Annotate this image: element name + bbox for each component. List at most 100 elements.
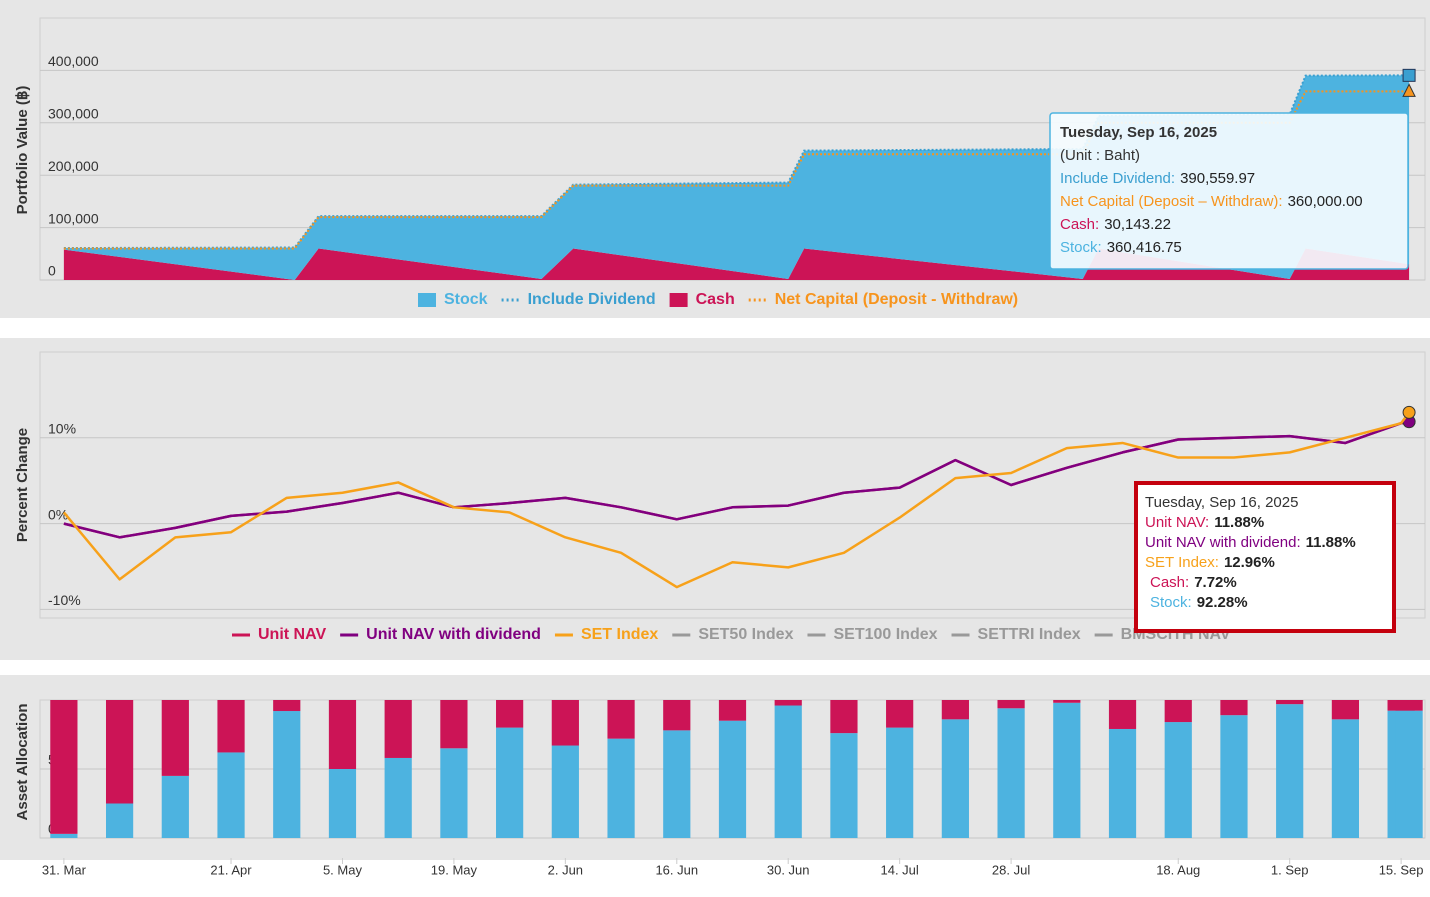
tooltip-label: Include Dividend:: [1060, 170, 1175, 187]
bar-segment: [718, 700, 747, 721]
bar-segment: [607, 738, 635, 838]
tooltip-label: Cash:: [1060, 216, 1099, 233]
legend-symbol: [418, 293, 436, 307]
legend-label: Cash: [696, 291, 735, 308]
legend-label: Unit NAV with dividend: [366, 626, 541, 643]
bar-segment: [1053, 700, 1081, 703]
y-tick-label: 300,000: [48, 106, 99, 122]
y-tick-label: 10%: [48, 421, 76, 437]
bar-segment: [1276, 700, 1304, 705]
tooltip-value: 7.72%: [1194, 574, 1237, 591]
bar-segment: [1276, 704, 1304, 838]
y-tick-label: -10%: [48, 592, 81, 608]
tooltip-value: 92.28%: [1197, 594, 1248, 611]
bar-segment: [328, 700, 357, 769]
y-axis-label: Percent Change: [14, 428, 31, 542]
x-tick-label: 19. May: [431, 862, 478, 877]
bar-segment: [384, 700, 412, 758]
plot-area: [39, 351, 1426, 619]
bar-segment: [496, 700, 524, 728]
bar-segment: [105, 700, 134, 804]
tooltip-label: Net Capital (Deposit – Withdraw):: [1060, 193, 1283, 210]
tooltip-label: Stock:: [1150, 594, 1192, 611]
tooltip-label: Cash:: [1150, 574, 1189, 591]
bar-segment: [273, 711, 301, 838]
x-tick-label: 5. May: [323, 862, 363, 877]
bar-segment: [273, 700, 301, 712]
bar-segment: [997, 700, 1025, 709]
bar-segment: [551, 745, 579, 838]
panel-background: [0, 675, 1430, 860]
legend-label: SET100 Index: [833, 626, 937, 643]
x-tick-label: 15. Sep: [1379, 862, 1424, 877]
bar-segment: [607, 700, 635, 739]
bar-segment: [217, 700, 245, 753]
bar-segment: [941, 700, 969, 720]
x-tick-label: 30. Jun: [767, 862, 810, 877]
bar-segment: [161, 775, 189, 838]
end-marker: [1402, 405, 1416, 419]
end-marker: [1402, 83, 1416, 97]
tooltip-value: 11.88%: [1306, 534, 1356, 551]
y-tick-label: 100,000: [48, 210, 99, 226]
y-tick-label: 400,000: [48, 53, 99, 69]
bar-segment: [105, 803, 134, 838]
bar-segment: [663, 730, 691, 838]
x-tick-label: 14. Jul: [880, 862, 918, 877]
tooltip-value: 390,559.97: [1180, 170, 1255, 187]
y-tick-label: 0: [48, 263, 56, 279]
y-tick-label: 0%: [48, 506, 68, 522]
bar-segment: [50, 700, 78, 834]
x-tick-label: 21. Apr: [210, 862, 252, 877]
tooltip-date: Tuesday, Sep 16, 2025: [1060, 124, 1217, 141]
bar-segment: [830, 700, 858, 734]
bar-segment: [1220, 700, 1248, 716]
bar-segment: [1220, 715, 1248, 838]
y-axis-label: Portfolio Value (฿): [14, 86, 31, 215]
legend-label: SET Index: [581, 626, 658, 643]
area: [63, 248, 1410, 280]
line: [63, 420, 1410, 539]
bar-segment: [1395, 710, 1423, 838]
tooltip-label: Stock:: [1060, 239, 1102, 256]
bar-segment: [217, 752, 245, 838]
bar-segment: [718, 720, 747, 838]
legend-label: SET50 Index: [698, 626, 793, 643]
bar-segment: [161, 700, 189, 776]
end-marker: [1402, 68, 1416, 82]
y-axis-label: Asset Allocation: [14, 704, 31, 821]
line: [63, 74, 1410, 250]
tooltip-date: Tuesday, Sep 16, 2025: [1145, 494, 1298, 511]
bar-segment: [1331, 700, 1360, 720]
legend-label: Net Capital (Deposit - Withdraw): [775, 291, 1018, 308]
tooltip-value: 360,000.00: [1288, 193, 1363, 210]
x-tick-label: 28. Jul: [992, 862, 1030, 877]
bar-segment: [830, 733, 858, 838]
bar-segment: [1164, 700, 1192, 723]
bar-segment: [941, 719, 969, 838]
line: [62, 411, 1411, 589]
y-tick-label: 200,000: [48, 158, 99, 174]
tooltip-label: Unit NAV with dividend:: [1145, 534, 1301, 551]
bar-segment: [50, 833, 78, 838]
legend-label: Unit NAV: [258, 626, 326, 643]
bar-segment: [1395, 700, 1423, 711]
bar-segment: [886, 727, 914, 838]
tooltip-value: 360,416.75: [1107, 239, 1182, 256]
x-tick-label: 1. Sep: [1271, 862, 1309, 877]
bar-segment: [997, 708, 1025, 838]
tooltip-box: [1049, 112, 1409, 270]
bar-segment: [774, 700, 802, 706]
tooltip-value: 30,143.22: [1104, 216, 1171, 233]
bar-segment: [440, 748, 468, 838]
legend-label: SETTRI Index: [978, 626, 1081, 643]
bar-segment: [440, 700, 468, 749]
x-tick-label: 31. Mar: [42, 862, 87, 877]
bar-segment: [774, 705, 802, 838]
tooltip-unit: (Unit : Baht): [1060, 147, 1140, 164]
legend-label: Stock: [444, 291, 488, 308]
tooltip-value: 11.88%: [1214, 514, 1264, 531]
tooltip-label: SET Index:: [1145, 554, 1219, 571]
bar-segment: [1164, 722, 1192, 838]
bar-segment: [1331, 719, 1360, 838]
